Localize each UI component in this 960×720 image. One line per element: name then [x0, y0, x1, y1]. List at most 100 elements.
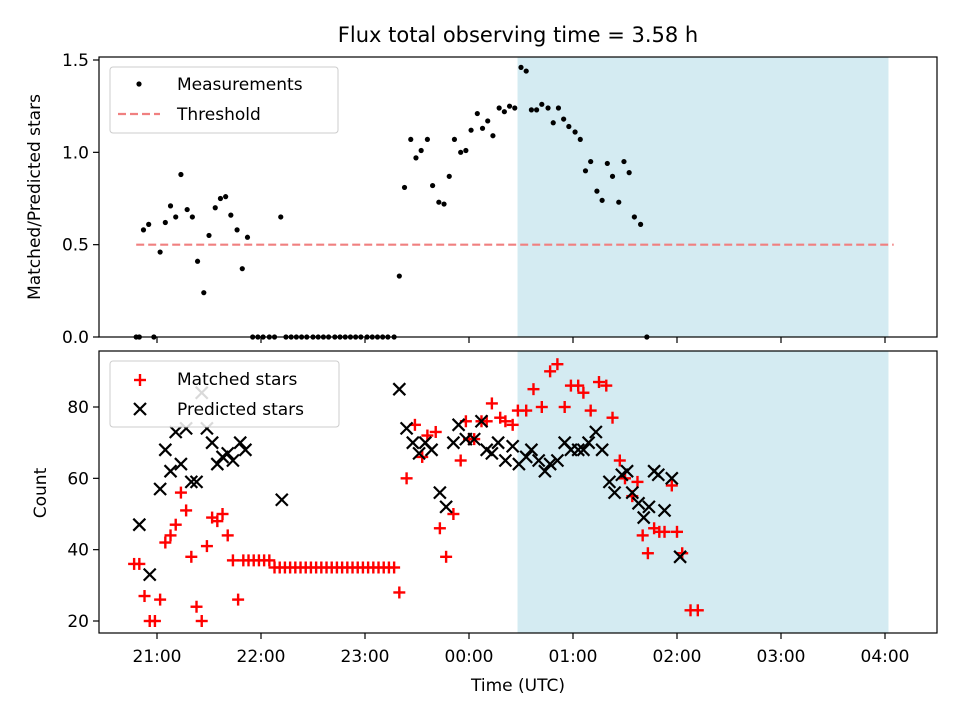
measurement-point [479, 125, 486, 131]
predicted-star-point [576, 443, 591, 457]
measurement-point [184, 206, 190, 213]
predicted-star-point [602, 475, 617, 489]
top-y-tick-label: 0.5 [62, 236, 89, 256]
bottom-x-ticks: 21:00 22:00 23:00 00:00 01:00 02:00 03:00 04:00 [133, 633, 910, 667]
predicted-star-point [275, 492, 289, 507]
matched-star-point [159, 536, 172, 549]
measurement-point [626, 170, 632, 176]
matched-star-point [606, 411, 619, 424]
bottom-axes-frame [98, 350, 938, 634]
matched-star-point [485, 397, 498, 410]
measurement-point [167, 203, 174, 209]
measurement-point [621, 158, 627, 165]
predicted-star-point [210, 457, 225, 471]
measurement-point [413, 155, 419, 161]
matched-star-point [148, 615, 161, 627]
matched-star-point [544, 365, 557, 378]
measurements-legend-marker [136, 81, 142, 87]
matched-star-point [535, 401, 548, 413]
bottom-y-tick-label: 40 [67, 541, 89, 561]
predicted-star-point [651, 467, 666, 482]
bottom-legend-box [109, 360, 340, 428]
measurement-point [512, 105, 518, 111]
predicted-star-point [238, 443, 253, 457]
measurement-point [631, 214, 637, 220]
predicted-star-point [607, 485, 622, 500]
predicted-star-point [538, 464, 552, 478]
measurement-point [485, 118, 491, 124]
measurement-point [468, 127, 474, 133]
bottom-y-ticks: 20 40 60 80 [67, 398, 99, 632]
matched-star-point [613, 454, 626, 467]
measurement-point [604, 160, 610, 167]
predicted-star-point [625, 485, 640, 500]
measurement-point [523, 68, 529, 74]
measurement-point [572, 129, 578, 135]
top-y-ticks: 0.0 0.5 1.0 1.5 [62, 51, 99, 348]
measurement-point [146, 221, 152, 227]
matched-star-point [433, 522, 446, 535]
x-tick-label: 02:00 [653, 647, 702, 667]
measurement-point [217, 195, 224, 202]
matched-star-point [577, 386, 590, 399]
matched-star-point [393, 586, 406, 599]
matched-star-point [658, 525, 671, 538]
predicted-star-point [205, 435, 219, 450]
matched-star-point [429, 425, 442, 438]
measurement-point [577, 136, 583, 143]
matched-star-point [600, 379, 613, 392]
bottom-y-tick-label: 60 [67, 469, 89, 489]
predicted-star-point [439, 500, 453, 514]
measurement-point [446, 173, 452, 179]
predicted-star-point [158, 443, 173, 457]
top-legend: Measurements Threshold [109, 66, 339, 134]
predicted-star-point [467, 432, 481, 446]
predicted-star-point [491, 435, 505, 450]
x-axis-label: Time (UTC) [470, 676, 565, 696]
predicted-star-point [550, 453, 565, 468]
measurement-point [561, 116, 567, 122]
measurement-point [239, 266, 245, 272]
matched-star-point [558, 401, 571, 413]
predicted-star-point [424, 443, 439, 457]
predicted-legend-marker [133, 402, 147, 416]
measurement-point [157, 249, 163, 255]
predicted-star-point [498, 453, 513, 468]
top-y-axis-label: Matched/Predicted stars [25, 94, 45, 300]
measurement-point [228, 212, 234, 218]
predicted-star-point [620, 464, 634, 478]
measurement-point [278, 214, 284, 220]
measurement-point [550, 120, 556, 126]
matched-star-point [133, 557, 146, 570]
matched-star-point [226, 554, 239, 567]
matched-star-point [154, 593, 167, 606]
measurement-point [223, 194, 229, 200]
measurement-point [451, 136, 458, 143]
measurement-point [206, 232, 212, 239]
predicted-legend-label: Predicted stars [177, 400, 304, 420]
measurement-point [441, 201, 447, 207]
matched-star-point [520, 404, 533, 417]
top-axes-frame [98, 56, 938, 338]
measurement-point [424, 136, 430, 143]
measurement-point [189, 214, 195, 220]
matched-star-point [195, 615, 208, 627]
bottom-plot-marks [128, 358, 704, 627]
matched-star-point [572, 379, 585, 392]
bottom-panel: 20 40 60 80 21:00 22:00 23:00 00:00 01:00 02:00 0… [31, 350, 938, 696]
matched-star-point [506, 418, 519, 431]
chart-title: Flux total observing time = 3.58 h [338, 23, 698, 47]
predicted-star-point [636, 510, 651, 525]
x-tick-label: 01:00 [549, 647, 598, 667]
measurement-point [396, 273, 402, 279]
x-tick-label: 03:00 [757, 647, 806, 667]
predicted-star-point [189, 475, 204, 489]
measurement-point [566, 123, 572, 130]
measurement-point [458, 149, 464, 155]
predicted-star-point [505, 439, 520, 454]
matched-star-point [691, 604, 704, 617]
matched-star-point [164, 529, 177, 542]
threshold-legend-label: Threshold [176, 105, 261, 125]
top-legend-box [109, 66, 339, 134]
measurement-point [545, 105, 551, 111]
